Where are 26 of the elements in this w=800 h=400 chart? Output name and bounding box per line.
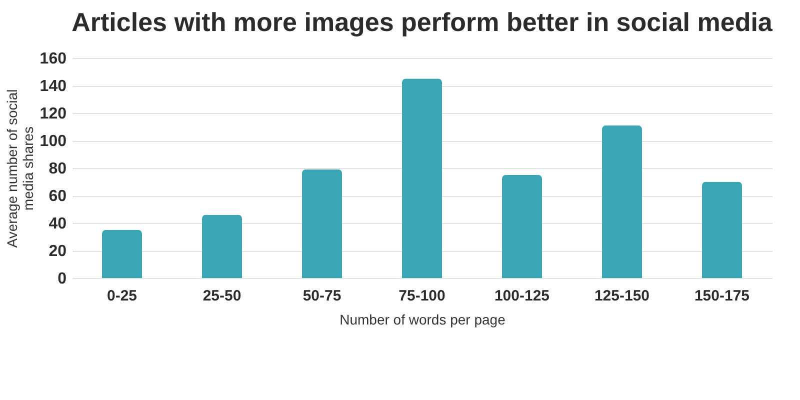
y-tick-label: 20 bbox=[48, 243, 67, 260]
y-tick-label: 0 bbox=[58, 270, 67, 288]
bar bbox=[602, 125, 642, 278]
bar bbox=[102, 230, 142, 278]
chart-title: Articles with more images perform better in social media bbox=[72, 7, 773, 37]
y-tick-label: 40 bbox=[48, 216, 67, 232]
x-tick-label: 125-150 bbox=[594, 288, 650, 304]
y-tick-label: 120 bbox=[40, 106, 67, 122]
x-tick-label: 50-75 bbox=[302, 288, 342, 304]
bar bbox=[202, 214, 242, 278]
y-tick-label: 160 bbox=[40, 50, 67, 68]
bar bbox=[402, 78, 442, 278]
x-tick-label: 100-125 bbox=[494, 288, 550, 304]
bar bbox=[302, 169, 342, 278]
bar bbox=[702, 182, 742, 278]
y-tick-label: 80 bbox=[48, 160, 67, 178]
x-axis-title: Number of words per page bbox=[340, 312, 506, 328]
y-tick-label: 100 bbox=[40, 133, 67, 150]
x-tick-label: 75-100 bbox=[398, 288, 446, 304]
bar bbox=[502, 174, 542, 278]
y-tick-label: 60 bbox=[48, 188, 67, 205]
y-tick-label: 140 bbox=[40, 78, 67, 95]
x-tick-label: 150-175 bbox=[694, 288, 750, 304]
x-tick-label: 25-50 bbox=[202, 288, 242, 304]
y-axis-title: Average number of social media shares bbox=[4, 89, 36, 248]
x-tick-label: 0-25 bbox=[106, 288, 138, 304]
